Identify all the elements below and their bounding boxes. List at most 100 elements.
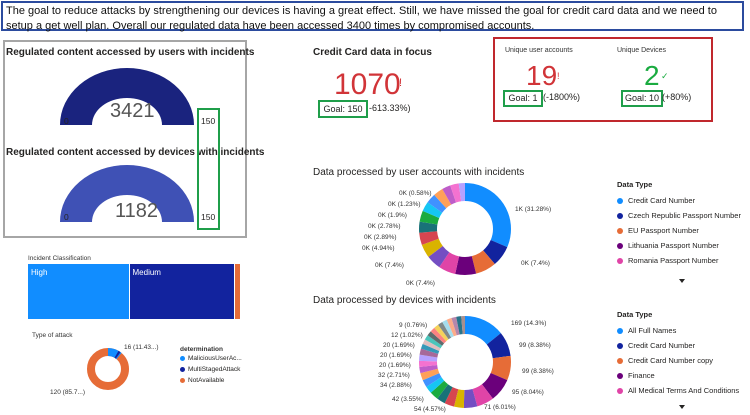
- legend-label: Lithuania Passport Number: [628, 241, 719, 250]
- attack-legend-item[interactable]: MultiStagedAttack: [180, 364, 242, 375]
- gauge-users-max: 150: [201, 116, 216, 126]
- donut-devices-legend-item[interactable]: Credit Card Number copy: [617, 353, 739, 368]
- donut-devices-label: 54 (4.57%): [414, 406, 446, 413]
- segment-high[interactable]: High: [28, 264, 129, 319]
- donut-users-label: 0K (1.23%): [388, 201, 421, 208]
- gauge-users-fill: [60, 68, 194, 125]
- type-of-attack-donut[interactable]: [84, 345, 132, 393]
- donut-devices-label: 99 (8.38%): [522, 368, 554, 375]
- donut-users-label: 0K (2.89%): [364, 234, 397, 241]
- attack-legend-title: determination: [180, 346, 223, 353]
- gauge-goal-highlight: [197, 108, 220, 230]
- donut-users-label: 0K (4.94%): [362, 245, 395, 252]
- donut-users-legend-item[interactable]: Credit Card Number: [617, 193, 741, 208]
- donut-devices-legend-item[interactable]: All Medical Terms And Conditions: [617, 383, 739, 398]
- attack-legend-label: MaliciousUserAc...: [188, 355, 242, 362]
- donut-users-label: 0K (1.9%): [378, 212, 407, 219]
- gauge-devices-title: Regulated content accessed by devices wi…: [6, 147, 265, 158]
- donut-devices-label: 20 (1.69%): [379, 362, 411, 369]
- unique-users-value: 19: [526, 60, 558, 91]
- donut-devices-label: 42 (3.55%): [392, 396, 424, 403]
- legend-label: Czech Republic Passport Number: [628, 211, 741, 220]
- legend-dot-icon: [180, 367, 185, 372]
- donut-devices-label: 71 (6.01%): [484, 404, 516, 411]
- donut-devices-legend-more-icon[interactable]: [679, 405, 685, 409]
- donut-users-chart[interactable]: [419, 183, 511, 275]
- gauge-users-value: 3421: [110, 100, 155, 122]
- segment-high-label: High: [31, 268, 48, 277]
- donut-users-title: Data processed by user accounts with inc…: [313, 167, 525, 178]
- credit-card-goal-label: Goal: 150: [323, 104, 363, 114]
- unique-users-goal-label: Goal: 1: [508, 93, 538, 103]
- incident-classification-bar[interactable]: High Medium: [28, 264, 240, 319]
- unique-devices-goal-label: Goal: 10: [624, 93, 660, 103]
- segment-other[interactable]: [235, 264, 240, 319]
- gauge-devices-min: 0: [64, 212, 69, 222]
- donut-users-legend-item[interactable]: Czech Republic Passport Number: [617, 208, 741, 223]
- unique-devices-check-icon: ✓: [661, 71, 669, 81]
- gauge-users-min: 0: [64, 116, 69, 126]
- donut-users-legend-title: Data Type: [617, 180, 653, 189]
- legend-dot-icon: [617, 257, 623, 264]
- donut-devices-label: 99 (8.38%): [519, 342, 551, 349]
- legend-dot-icon: [617, 372, 623, 379]
- legend-dot-icon: [617, 357, 623, 364]
- donut-users-label: 0K (2.78%): [368, 223, 401, 230]
- unique-kpi-panel: [493, 37, 713, 122]
- legend-label: Credit Card Number: [628, 196, 696, 205]
- segment-medium-label: Medium: [132, 268, 161, 277]
- credit-card-goal: Goal: 150: [318, 100, 368, 118]
- legend-dot-icon: [617, 387, 623, 394]
- summary-banner: The goal to reduce attacks by strengthen…: [1, 1, 744, 32]
- donut-users-legend-item[interactable]: Lithuania Passport Number: [617, 238, 741, 253]
- attack-legend-label: MultiStagedAttack: [188, 366, 241, 373]
- donut-users-label: 0K (7.4%): [521, 260, 550, 267]
- donut-devices-legend-item[interactable]: Credit Card Number: [617, 338, 739, 353]
- attack-legend-item[interactable]: NotAvailable: [180, 375, 242, 386]
- attack-legend-item[interactable]: MaliciousUserAc...: [180, 353, 242, 364]
- unique-devices-goal: Goal: 10: [621, 90, 663, 107]
- legend-dot-icon: [617, 342, 623, 349]
- credit-card-value: 1070: [334, 68, 401, 101]
- donut-devices-label: 9 (0.76%): [399, 322, 428, 329]
- legend-label: Finance: [628, 371, 655, 380]
- donut-devices-label: 169 (14.3%): [511, 320, 547, 327]
- legend-dot-icon: [617, 242, 623, 249]
- donut-users-label: 0K (7.4%): [406, 280, 435, 287]
- gauge-devices-fill: [60, 165, 194, 222]
- gauges-panel: [3, 40, 247, 238]
- donut-devices-legend-item[interactable]: Finance: [617, 368, 739, 383]
- legend-label: Romania Passport Number: [628, 256, 719, 265]
- donut-devices-chart[interactable]: [419, 316, 511, 408]
- credit-card-delta: -613.33%): [369, 103, 411, 113]
- donut-devices-label: 95 (8.04%): [512, 389, 544, 396]
- unique-users-label: Unique user accounts: [505, 47, 573, 54]
- legend-dot-icon: [617, 327, 623, 334]
- donut-devices-label: 34 (2.88%): [380, 382, 412, 389]
- attack-legend-label: NotAvailable: [188, 377, 225, 384]
- gauge-users-title: Regulated content accessed by users with…: [6, 47, 255, 58]
- donut-users-legend-item[interactable]: EU Passport Number: [617, 223, 741, 238]
- donut-users-legend: Data Type Credit Card Number Czech Repub…: [617, 180, 741, 268]
- legend-label: All Full Names: [628, 326, 677, 335]
- unique-users-goal: Goal: 1: [503, 90, 543, 107]
- donut-devices-label: 12 (1.02%): [391, 332, 423, 339]
- legend-label: Credit Card Number copy: [628, 356, 714, 365]
- donut-devices-legend-item[interactable]: All Full Names: [617, 323, 739, 338]
- legend-dot-icon: [617, 212, 623, 219]
- unique-devices-value: 2: [644, 60, 660, 91]
- segment-medium[interactable]: Medium: [129, 264, 235, 319]
- donut-users-legend-item[interactable]: Romania Passport Number: [617, 253, 741, 268]
- donut-devices-label: 20 (1.69%): [383, 342, 415, 349]
- unique-users-alert-icon: !: [557, 71, 560, 81]
- gauge-devices[interactable]: [0, 157, 245, 227]
- donut-users-legend-more-icon[interactable]: [679, 279, 685, 283]
- unique-users-delta: (-1800%): [543, 92, 581, 102]
- unique-devices-delta: (+80%): [662, 92, 692, 102]
- donut-users-label: 0K (7.4%): [375, 262, 404, 269]
- gauge-users[interactable]: [0, 55, 245, 130]
- gauge-devices-value: 1182: [115, 200, 159, 222]
- attack-label-1: 16 (11.43...): [124, 344, 159, 351]
- legend-label: Credit Card Number: [628, 341, 696, 350]
- attack-legend: MaliciousUserAc... MultiStagedAttack Not…: [180, 353, 242, 386]
